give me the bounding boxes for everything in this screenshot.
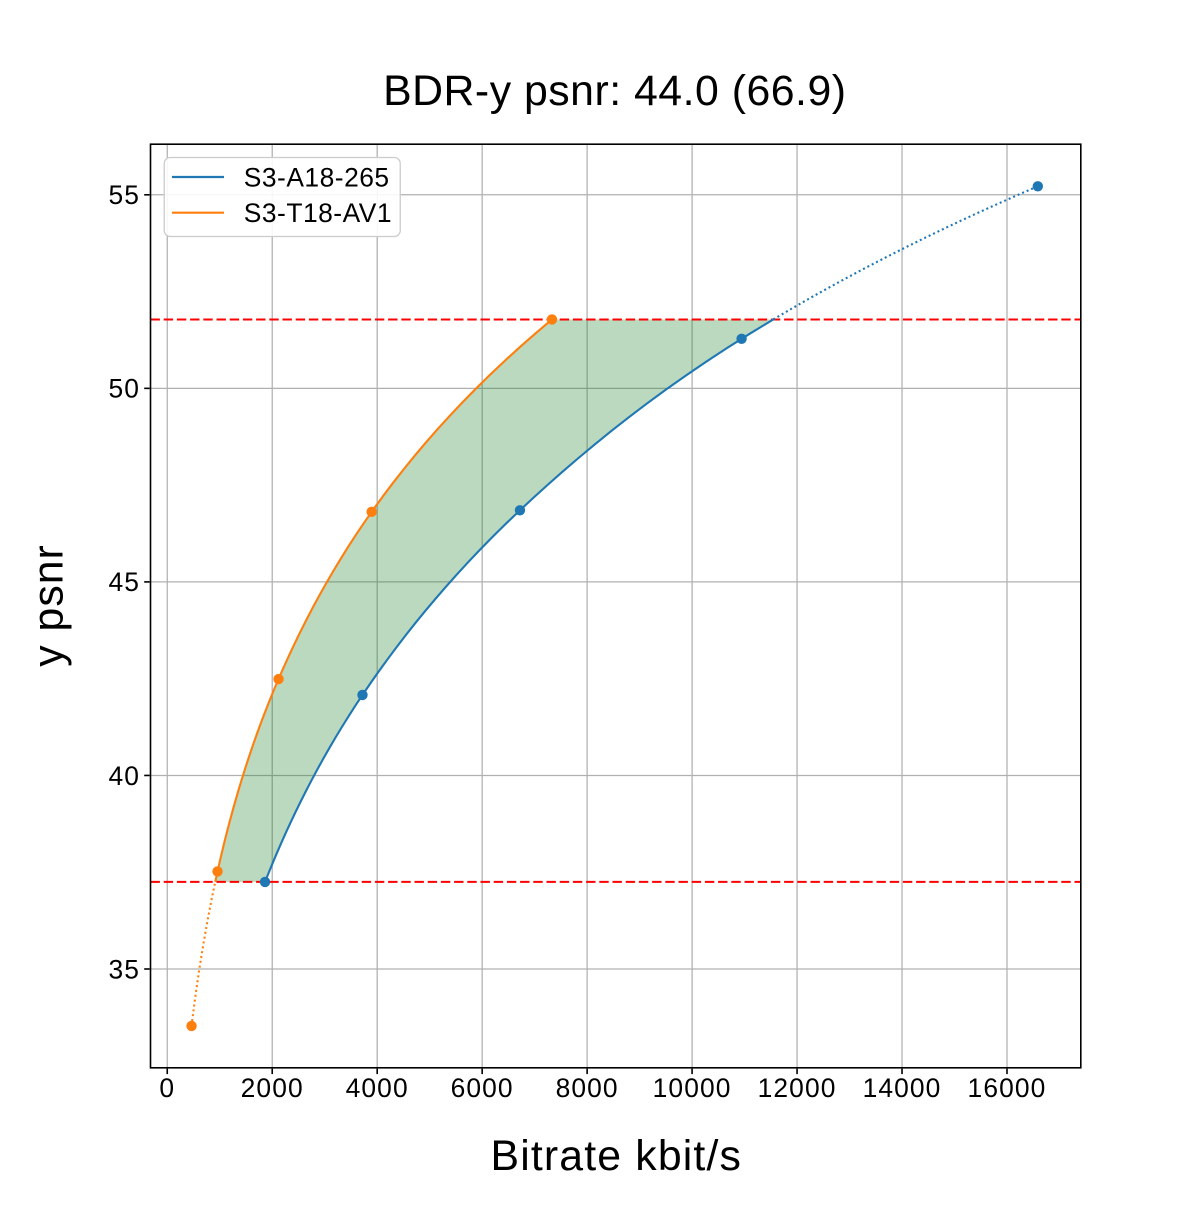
svg-text:40: 40 bbox=[108, 761, 140, 791]
svg-text:y psnr: y psnr bbox=[25, 544, 73, 667]
svg-text:16000: 16000 bbox=[968, 1073, 1047, 1103]
svg-text:BDR-y psnr: 44.0 (66.9): BDR-y psnr: 44.0 (66.9) bbox=[383, 67, 846, 115]
svg-text:10000: 10000 bbox=[653, 1073, 732, 1103]
svg-text:8000: 8000 bbox=[556, 1073, 619, 1103]
svg-text:S3-T18-AV1: S3-T18-AV1 bbox=[244, 198, 392, 228]
svg-text:2000: 2000 bbox=[241, 1073, 304, 1103]
svg-text:45: 45 bbox=[108, 567, 140, 597]
svg-text:Bitrate kbit/s: Bitrate kbit/s bbox=[491, 1132, 743, 1180]
svg-text:4000: 4000 bbox=[346, 1073, 409, 1103]
svg-text:S3-A18-265: S3-A18-265 bbox=[244, 162, 390, 192]
svg-text:35: 35 bbox=[108, 954, 140, 984]
svg-text:12000: 12000 bbox=[758, 1073, 837, 1103]
svg-text:14000: 14000 bbox=[863, 1073, 942, 1103]
svg-text:6000: 6000 bbox=[451, 1073, 514, 1103]
svg-text:55: 55 bbox=[108, 180, 140, 210]
svg-text:50: 50 bbox=[108, 374, 140, 404]
svg-text:0: 0 bbox=[159, 1073, 175, 1103]
